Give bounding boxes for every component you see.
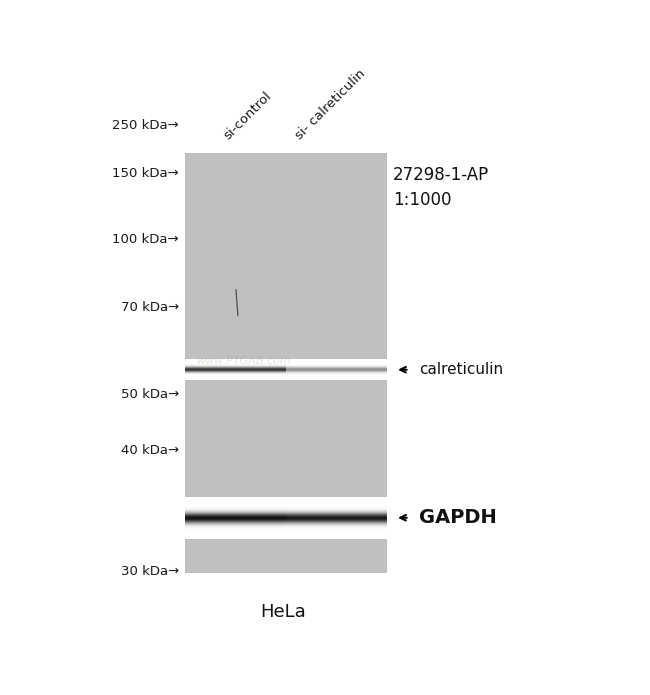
Text: 40 kDa→: 40 kDa→ xyxy=(121,444,179,457)
Text: 150 kDa→: 150 kDa→ xyxy=(112,167,179,180)
Text: 27298-1-AP
1:1000: 27298-1-AP 1:1000 xyxy=(393,166,489,209)
Text: si- calreticulin: si- calreticulin xyxy=(293,67,368,142)
Text: HeLa: HeLa xyxy=(260,603,306,621)
Text: calreticulin: calreticulin xyxy=(419,362,503,377)
Text: 100 kDa→: 100 kDa→ xyxy=(112,234,179,246)
Text: 30 kDa→: 30 kDa→ xyxy=(120,565,179,578)
Bar xyxy=(185,153,387,573)
Text: si-control: si-control xyxy=(222,90,274,142)
Text: 250 kDa→: 250 kDa→ xyxy=(112,119,179,131)
Text: 50 kDa→: 50 kDa→ xyxy=(120,389,179,401)
Text: www.PTGAB.com: www.PTGAB.com xyxy=(196,357,291,366)
Text: 70 kDa→: 70 kDa→ xyxy=(120,301,179,313)
Text: GAPDH: GAPDH xyxy=(419,508,497,528)
